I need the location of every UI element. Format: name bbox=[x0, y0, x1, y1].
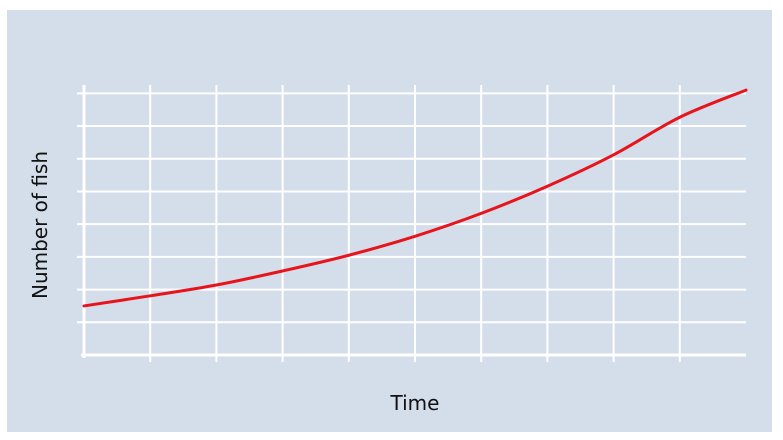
x-axis-label: Time bbox=[390, 391, 440, 415]
axes bbox=[81, 85, 746, 358]
chart-panel bbox=[7, 10, 772, 432]
series-line-1 bbox=[82, 88, 748, 308]
horizontal-gridlines bbox=[77, 92, 746, 324]
series-group bbox=[82, 88, 748, 308]
y-axis-label: Number of fish bbox=[28, 150, 52, 300]
